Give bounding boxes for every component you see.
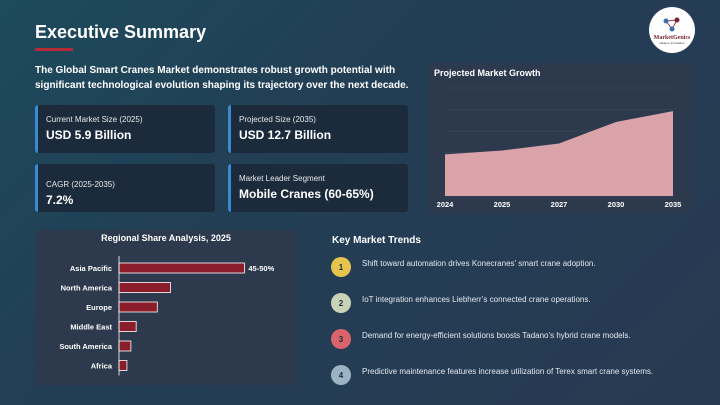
regional-bar-chart: Asia Pacific 45-50% North America Europe Mid… <box>59 256 275 376</box>
trend-text: Shift toward automation drives Konecrane… <box>362 258 596 268</box>
card-label: Market Leader Segment <box>239 174 325 183</box>
regional-chart-panel: Regional Share Analysis, 2025 Asia Pacif… <box>35 230 297 385</box>
region-bar <box>118 301 158 313</box>
network-logo-icon <box>663 17 680 31</box>
region-label: North America <box>61 284 113 293</box>
trend-item: 4 Predictive maintenance features increa… <box>331 360 711 390</box>
card-label: Projected Size (2035) <box>239 115 316 124</box>
region-bar <box>118 321 137 332</box>
page-title: Executive Summary <box>35 22 207 42</box>
trend-item: 2 IoT integration enhances Liebherr’s co… <box>331 288 711 318</box>
regional-chart-title: Regional Share Analysis, 2025 <box>101 233 231 243</box>
trend-item: 3 Demand for energy-efficient solutions … <box>331 324 711 354</box>
trend-number-badge: 1 <box>331 257 351 277</box>
bar-data-label: 45-50% <box>248 264 274 273</box>
trend-number-badge: 3 <box>331 329 351 349</box>
region-bar <box>118 282 171 293</box>
trend-number-badge: 2 <box>331 293 351 313</box>
card-value: USD 12.7 Billion <box>239 128 332 142</box>
card-cagr: CAGR (2025-2035) 7.2% <box>35 164 215 212</box>
region-bar <box>118 340 132 352</box>
x-tick-label: 2035 <box>665 200 682 209</box>
region-label: Middle East <box>70 323 112 332</box>
title-underline <box>35 48 73 51</box>
trend-number-badge: 4 <box>331 365 351 385</box>
x-tick-label: 2030 <box>608 200 625 209</box>
card-value: 7.2% <box>46 193 74 207</box>
trend-text: Predictive maintenance features increase… <box>362 366 654 376</box>
growth-chart-title: Projected Market Growth <box>434 68 541 78</box>
intro-text: The Global Smart Cranes Market demonstra… <box>35 65 409 91</box>
card-value: USD 5.9 Billion <box>46 128 132 142</box>
region-label: Africa <box>91 362 113 371</box>
trend-item: 1 Shift toward automation drives Konecra… <box>331 252 711 282</box>
x-tick-label: 2025 <box>494 200 511 209</box>
growth-chart-panel: Projected Market Growth 2024 2025 2027 2030… <box>428 63 691 213</box>
x-tick-label: 2024 <box>437 200 455 209</box>
card-projected-size: Projected Size (2035) USD 12.7 Billion <box>228 105 408 153</box>
card-leader-segment: Market Leader Segment Mobile Cranes (60-… <box>228 164 408 212</box>
company-logo: MarketGenics ideas in innovation <box>649 7 695 53</box>
region-label: Europe <box>86 303 112 312</box>
region-label: Asia Pacific <box>70 264 112 273</box>
region-label: South America <box>59 342 112 351</box>
logo-name: MarketGenics <box>653 34 691 41</box>
growth-area-chart: 2024 2025 2027 2030 2035 <box>437 87 682 209</box>
card-value: Mobile Cranes (60-65%) <box>239 187 374 201</box>
card-label: CAGR (2025-2035) <box>46 180 115 189</box>
trend-text: Demand for energy-efficient solutions bo… <box>362 330 631 340</box>
region-bar <box>118 360 128 371</box>
trends-title: Key Market Trends <box>332 235 421 246</box>
trend-text: IoT integration enhances Liebherr’s conn… <box>362 294 591 304</box>
card-label: Current Market Size (2025) <box>46 115 143 124</box>
x-tick-label: 2027 <box>551 200 568 209</box>
logo-tagline: ideas in innovation <box>659 40 685 45</box>
growth-area <box>445 111 673 196</box>
region-bar <box>118 262 245 274</box>
card-current-size: Current Market Size (2025) USD 5.9 Billi… <box>35 105 215 153</box>
